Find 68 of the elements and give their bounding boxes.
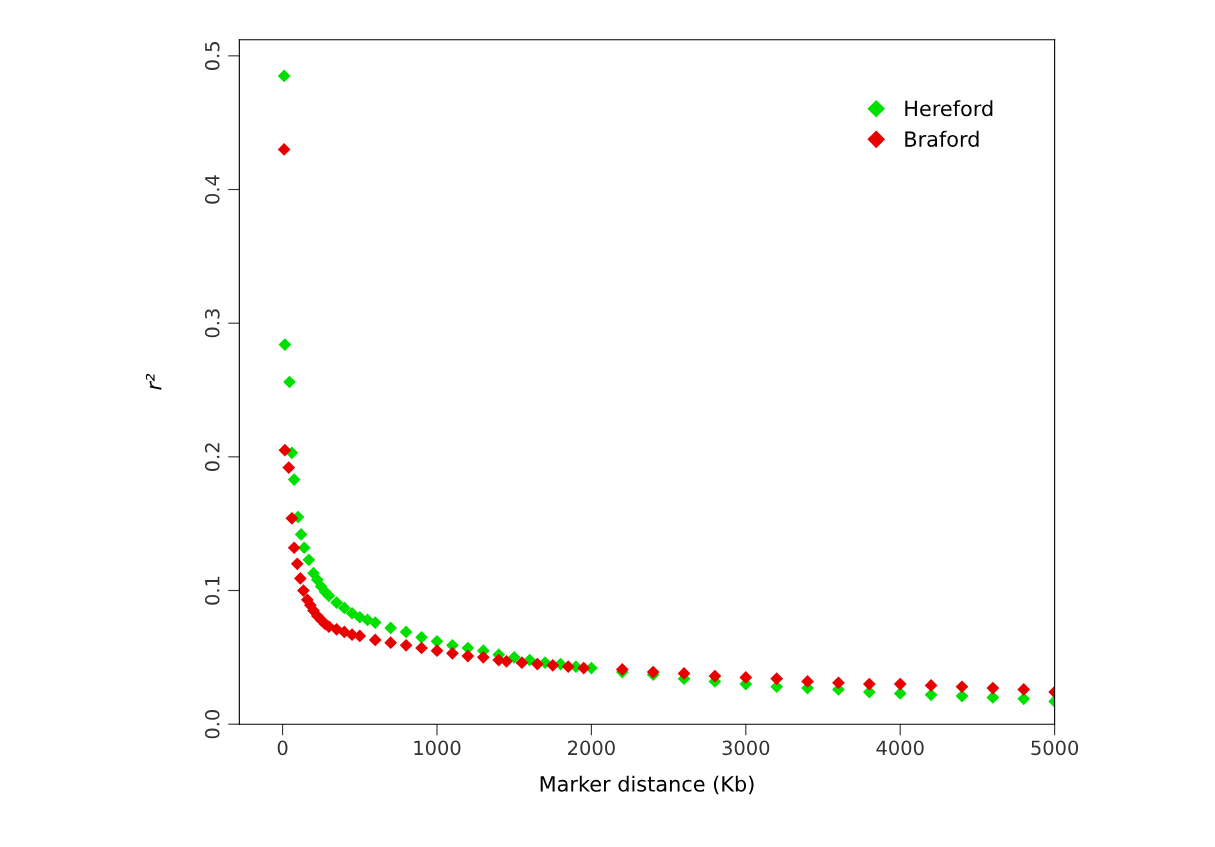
x-tick-label: 2000 — [568, 740, 615, 756]
point — [399, 625, 413, 639]
point — [384, 636, 398, 650]
y-tick-label: 0.4 — [204, 175, 220, 204]
point — [278, 338, 292, 351]
point — [924, 679, 938, 692]
point — [515, 656, 529, 670]
point — [446, 646, 459, 660]
point — [893, 687, 907, 700]
point — [368, 633, 382, 647]
point — [297, 584, 310, 597]
point — [770, 672, 784, 686]
point — [955, 680, 969, 694]
point — [924, 688, 938, 702]
x-axis-title: Marker distance (Kb) — [540, 775, 754, 795]
point — [476, 650, 490, 664]
point — [282, 461, 296, 474]
y-tick-label: 0.3 — [204, 309, 220, 338]
point — [801, 675, 814, 688]
legend-label: Braford — [905, 130, 979, 147]
point — [399, 638, 413, 652]
x-tick-label: 0 — [277, 740, 288, 756]
point — [862, 677, 876, 691]
point — [955, 689, 969, 703]
x-tick-label: 1000 — [414, 740, 461, 756]
point — [285, 511, 299, 525]
point — [287, 541, 301, 555]
point — [294, 528, 308, 541]
x-tick-label: 3000 — [722, 740, 770, 756]
point — [337, 601, 351, 615]
point — [322, 589, 336, 603]
point — [832, 676, 845, 690]
point — [384, 621, 398, 635]
point — [708, 669, 722, 683]
point — [430, 634, 444, 648]
point — [278, 443, 292, 457]
point — [277, 69, 291, 83]
point — [507, 650, 521, 664]
point — [368, 616, 382, 629]
x-tick-label: 4000 — [876, 740, 924, 756]
point — [293, 572, 307, 585]
legend-label: Hereford — [905, 100, 993, 117]
point — [290, 557, 304, 571]
point — [561, 660, 575, 674]
point — [577, 661, 591, 675]
point — [546, 659, 560, 672]
x-tick-label: 5000 — [1031, 740, 1079, 756]
y-tick-label: 0.0 — [204, 710, 220, 739]
point — [986, 681, 1000, 695]
point — [531, 657, 544, 671]
point — [330, 596, 343, 609]
point — [739, 671, 753, 684]
point — [677, 667, 691, 680]
y-axis-title: r² — [145, 373, 162, 390]
point — [353, 629, 367, 643]
point — [415, 630, 428, 644]
y-tick-label: 0.2 — [204, 443, 220, 472]
point — [345, 606, 359, 620]
point — [430, 644, 444, 658]
point — [287, 473, 301, 486]
point — [893, 677, 907, 691]
point — [302, 553, 316, 567]
point — [1017, 683, 1031, 696]
point — [461, 649, 475, 663]
point — [277, 143, 291, 156]
y-tick-label: 0.5 — [204, 42, 220, 71]
point — [297, 541, 311, 555]
y-tick-label: 0.1 — [204, 576, 220, 605]
